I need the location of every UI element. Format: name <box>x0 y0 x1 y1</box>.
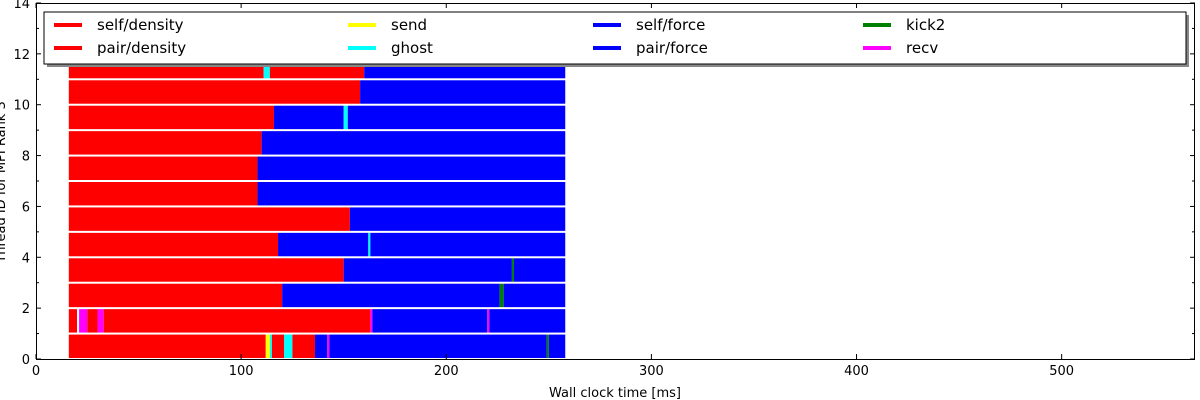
y-tick-label: 4 <box>22 251 30 266</box>
legend-label: kick2 <box>906 16 945 34</box>
task-bar <box>368 232 371 257</box>
task-bar <box>68 182 258 206</box>
task-bar <box>487 309 490 333</box>
task-bar <box>68 105 274 130</box>
y-tick-label: 14 <box>13 0 30 12</box>
task-bar <box>68 309 78 333</box>
task-bar <box>68 131 262 155</box>
x-tick-label: 300 <box>639 364 664 379</box>
y-axis-label: Thread ID for MPI Rank 3 <box>0 101 9 263</box>
task-bar <box>257 182 566 206</box>
task-bar <box>511 258 514 282</box>
task-bar <box>329 334 547 358</box>
task-bar <box>68 156 258 180</box>
task-bar <box>513 258 566 282</box>
task-bar <box>87 309 98 333</box>
task-bar <box>265 334 270 358</box>
legend-label: self/density <box>97 16 184 34</box>
task-bar <box>68 207 350 231</box>
task-bar <box>327 334 330 358</box>
task-bar <box>261 131 566 155</box>
task-bar <box>257 156 566 180</box>
task-bar <box>68 283 283 308</box>
legend-label: pair/force <box>636 39 708 57</box>
task-bar <box>68 258 344 282</box>
task-bar <box>370 232 566 257</box>
x-tick-label: 200 <box>434 364 459 379</box>
y-tick-label: 12 <box>13 48 30 63</box>
task-bar <box>292 334 315 358</box>
task-bar <box>546 334 549 358</box>
y-tick-label: 2 <box>22 302 30 317</box>
task-bar <box>68 80 361 104</box>
y-tick-label: 6 <box>22 200 30 215</box>
task-bar <box>278 232 369 257</box>
legend-label: pair/density <box>97 39 186 57</box>
task-bar <box>548 334 566 358</box>
task-bar <box>282 283 500 308</box>
legend-box <box>43 11 1187 65</box>
axis-ticks: 0 100 200 300 400 500 0 2 4 6 8 10 12 14 <box>13 0 1195 379</box>
task-bar <box>343 105 348 130</box>
task-bar <box>499 283 504 308</box>
task-bar <box>370 309 373 333</box>
task-bar <box>269 334 272 358</box>
y-tick-label: 8 <box>22 150 30 165</box>
legend-label: self/force <box>636 16 705 34</box>
x-tick-label: 100 <box>229 364 254 379</box>
task-bar <box>489 309 566 333</box>
x-tick-label: 400 <box>844 364 869 379</box>
task-bar <box>68 232 279 257</box>
task-bar <box>360 80 566 104</box>
task-bar <box>273 105 344 130</box>
y-tick-label: 0 <box>22 353 30 368</box>
task-bar <box>372 309 488 333</box>
task-bar <box>68 334 266 358</box>
task-bar <box>349 207 566 231</box>
task-bar <box>79 309 88 333</box>
task-bar <box>284 334 293 358</box>
task-bar <box>343 258 512 282</box>
plot-frame <box>36 3 1195 360</box>
x-tick-label: 0 <box>32 364 40 379</box>
task-bar <box>103 309 371 333</box>
task-bar <box>347 105 566 130</box>
task-bar <box>271 334 285 358</box>
x-axis-label: Wall clock time [ms] <box>549 386 681 400</box>
task-bar <box>97 309 104 333</box>
legend-label: ghost <box>391 39 433 57</box>
legend-label: send <box>391 16 427 34</box>
legend-label: recv <box>906 39 938 57</box>
task-bar <box>503 283 566 308</box>
legend: self/density pair/density send ghost self/fo… <box>43 11 1189 67</box>
x-tick-label: 500 <box>1049 364 1074 379</box>
task-bars <box>68 54 566 358</box>
y-tick-label: 10 <box>13 99 30 114</box>
task-bar <box>314 334 328 358</box>
